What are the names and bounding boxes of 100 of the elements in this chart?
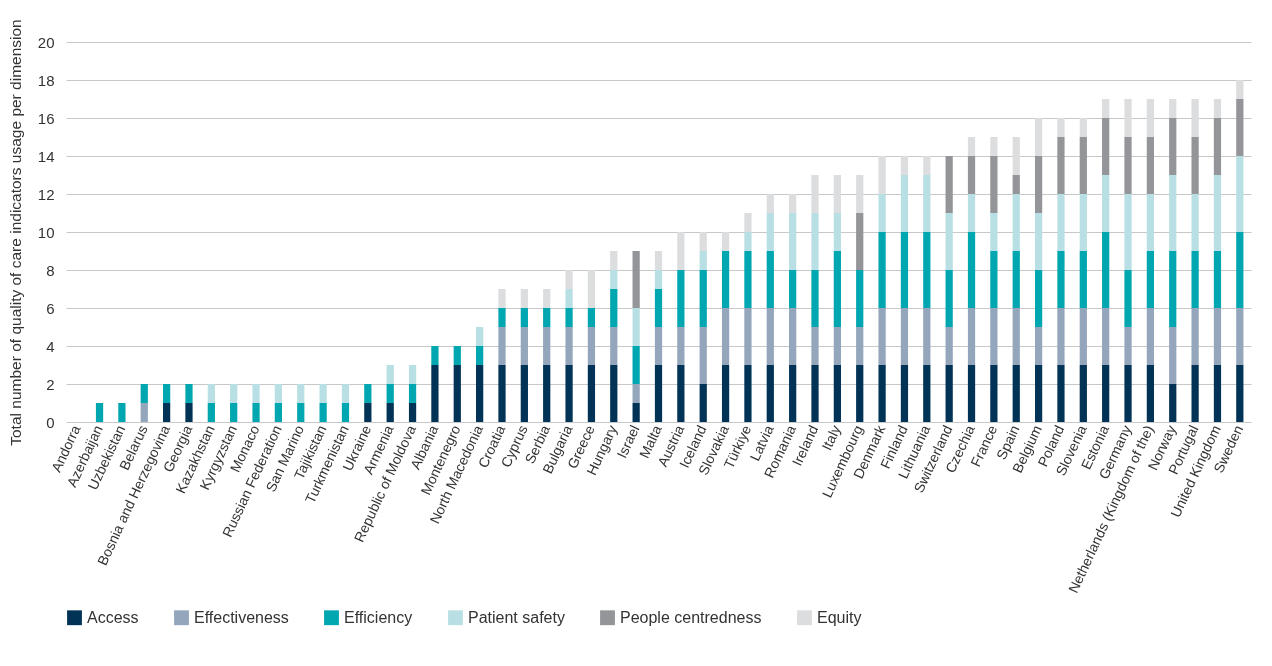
- bar: [789, 365, 797, 422]
- bar: [654, 365, 663, 422]
- bar: [364, 384, 372, 403]
- bar: [1213, 118, 1222, 175]
- bar: [1169, 327, 1177, 384]
- bar: [453, 346, 461, 365]
- bar: [1079, 251, 1087, 308]
- bar: [766, 251, 774, 308]
- legend-label: Access: [87, 608, 139, 626]
- bar: [1191, 194, 1199, 251]
- bar: [789, 308, 797, 365]
- bar: [990, 251, 998, 308]
- bar: [1236, 156, 1244, 232]
- bar: [856, 175, 864, 213]
- bar: [453, 365, 461, 422]
- bar: [878, 365, 886, 422]
- bar: [789, 194, 797, 213]
- bar: [945, 213, 953, 270]
- bar: [1079, 308, 1087, 365]
- bar: [118, 403, 126, 422]
- bar: [1057, 137, 1065, 194]
- bar: [297, 384, 305, 403]
- bar: [565, 365, 573, 422]
- bar: [476, 365, 484, 422]
- bar: [677, 365, 685, 422]
- y-tick-label: 14: [37, 147, 55, 165]
- bar: [140, 384, 148, 403]
- bar: [230, 384, 238, 403]
- bar: [990, 213, 998, 251]
- bar: [878, 232, 886, 308]
- y-tick-label: 10: [37, 223, 55, 241]
- bar: [990, 137, 998, 156]
- bar: [1012, 308, 1020, 365]
- bar: [498, 308, 506, 327]
- bar: [945, 156, 953, 213]
- bar: [967, 156, 976, 194]
- bar: [833, 251, 841, 327]
- bar: [1213, 308, 1222, 365]
- bar: [565, 308, 573, 327]
- bar: [721, 308, 730, 365]
- bar: [1169, 118, 1177, 175]
- bar: [1034, 327, 1043, 365]
- bar: [744, 251, 752, 308]
- bar: [967, 365, 976, 422]
- bar: [274, 384, 283, 403]
- bar: [520, 327, 528, 365]
- bar: [207, 384, 215, 403]
- bar: [967, 308, 976, 365]
- bar: [1191, 99, 1199, 137]
- legend-label: Effectiveness: [194, 608, 289, 626]
- bar: [677, 232, 685, 270]
- bar: [162, 384, 171, 403]
- y-tick-label: 16: [37, 109, 55, 127]
- bar: [1012, 251, 1020, 308]
- bar: [1146, 99, 1155, 137]
- bar: [520, 365, 528, 422]
- bar: [95, 403, 104, 422]
- bar: [543, 327, 551, 365]
- bar: [341, 384, 350, 403]
- bar: [1146, 365, 1155, 422]
- bar: [945, 327, 953, 365]
- bar: [1124, 99, 1132, 137]
- bar: [1102, 308, 1110, 365]
- bar: [632, 346, 640, 384]
- bar: [498, 289, 506, 308]
- bar: [1057, 118, 1065, 137]
- bar: [811, 327, 819, 365]
- bar: [878, 194, 886, 232]
- bar: [721, 365, 730, 422]
- y-tick-label: 20: [37, 33, 55, 51]
- bar: [252, 384, 260, 403]
- bar: [1191, 251, 1199, 308]
- bar: [341, 403, 350, 422]
- bar: [990, 365, 998, 422]
- bar: [1146, 194, 1155, 251]
- bar: [1213, 175, 1222, 251]
- bar: [610, 251, 618, 270]
- bar: [1079, 365, 1087, 422]
- bar: [565, 327, 573, 365]
- bar: [900, 308, 909, 365]
- y-axis-title: Total number of quality of care indicators usage per dimension: [6, 19, 24, 446]
- y-tick-label: 12: [37, 185, 55, 203]
- bar: [856, 365, 864, 422]
- bar: [1102, 99, 1110, 118]
- bar: [1057, 251, 1065, 308]
- bar: [1236, 365, 1244, 422]
- bar: [610, 289, 618, 327]
- bar: [610, 270, 618, 289]
- bar: [1213, 251, 1222, 308]
- bar: [1169, 175, 1177, 251]
- bar: [364, 403, 372, 422]
- bar: [543, 308, 551, 327]
- bar: [1034, 156, 1043, 213]
- bar: [498, 365, 506, 422]
- bar: [766, 308, 774, 365]
- bar: [1079, 194, 1087, 251]
- bar: [1191, 137, 1199, 194]
- bar: [1034, 213, 1043, 270]
- y-tick-label: 18: [37, 71, 55, 89]
- bar: [967, 137, 976, 156]
